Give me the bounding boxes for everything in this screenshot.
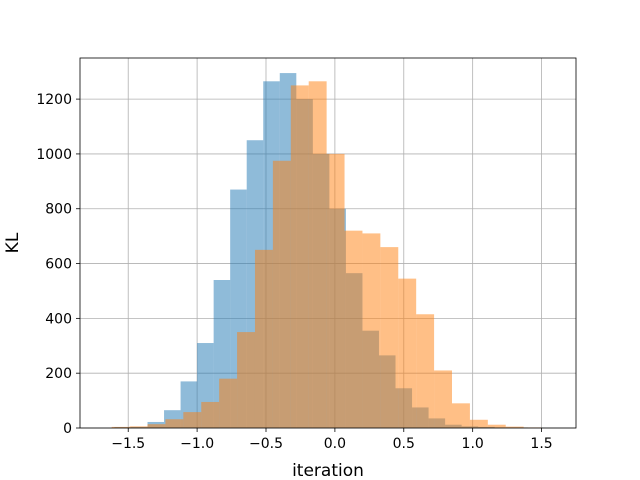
- y-tick-label: 200: [45, 366, 72, 382]
- y-tick-label: 400: [45, 311, 72, 327]
- histogram-bars: [111, 73, 545, 429]
- histogram-bar: [469, 419, 488, 428]
- x-tick-label: 0.5: [393, 436, 415, 452]
- histogram-bar: [201, 401, 220, 428]
- x-tick-label: 0.0: [324, 436, 346, 452]
- histogram-bar: [183, 412, 202, 428]
- histogram-bar: [452, 403, 470, 428]
- histogram-bar: [434, 370, 452, 428]
- x-tick-label: −1.5: [111, 436, 145, 452]
- histogram-bar: [272, 160, 291, 428]
- histogram-bar: [237, 332, 255, 428]
- y-tick-label: 600: [45, 257, 72, 273]
- histogram-bar: [147, 424, 166, 428]
- x-axis-ticks: −1.5 −1.0 −0.5 0.0 0.5 1.0 1.5: [111, 428, 553, 452]
- x-tick-label: −1.0: [180, 436, 214, 452]
- histogram-bar: [380, 247, 399, 428]
- histogram-bar: [362, 233, 381, 428]
- x-tick-label: 1.0: [462, 436, 484, 452]
- histogram-bar: [129, 426, 148, 428]
- histogram-bar: [308, 81, 327, 428]
- y-tick-label: 800: [45, 202, 72, 218]
- histogram-bar: [505, 426, 524, 428]
- y-tick-label: 0: [63, 421, 72, 437]
- histogram-bar: [254, 249, 273, 428]
- histogram-bar: [344, 230, 363, 428]
- histogram-bar: [290, 85, 309, 428]
- series-2-bars: [111, 81, 542, 429]
- x-tick-label: −0.5: [249, 436, 283, 452]
- y-axis-ticks: 0 200 400 600 800 1000 1200: [36, 92, 80, 437]
- histogram-bar: [487, 424, 506, 428]
- y-tick-label: 1000: [36, 147, 72, 163]
- histogram-bar: [326, 153, 345, 429]
- histogram-bar: [398, 278, 417, 428]
- plot-frame: [79, 57, 577, 429]
- histogram-bar: [111, 426, 130, 428]
- histogram-bar: [219, 378, 238, 428]
- histogram-bar: [416, 314, 435, 428]
- y-tick-label: 1200: [36, 92, 72, 108]
- x-axis-label: iteration: [292, 461, 364, 480]
- x-tick-label: 1.5: [530, 436, 552, 452]
- histogram-bar: [165, 419, 184, 428]
- y-axis-label: KL: [3, 232, 23, 253]
